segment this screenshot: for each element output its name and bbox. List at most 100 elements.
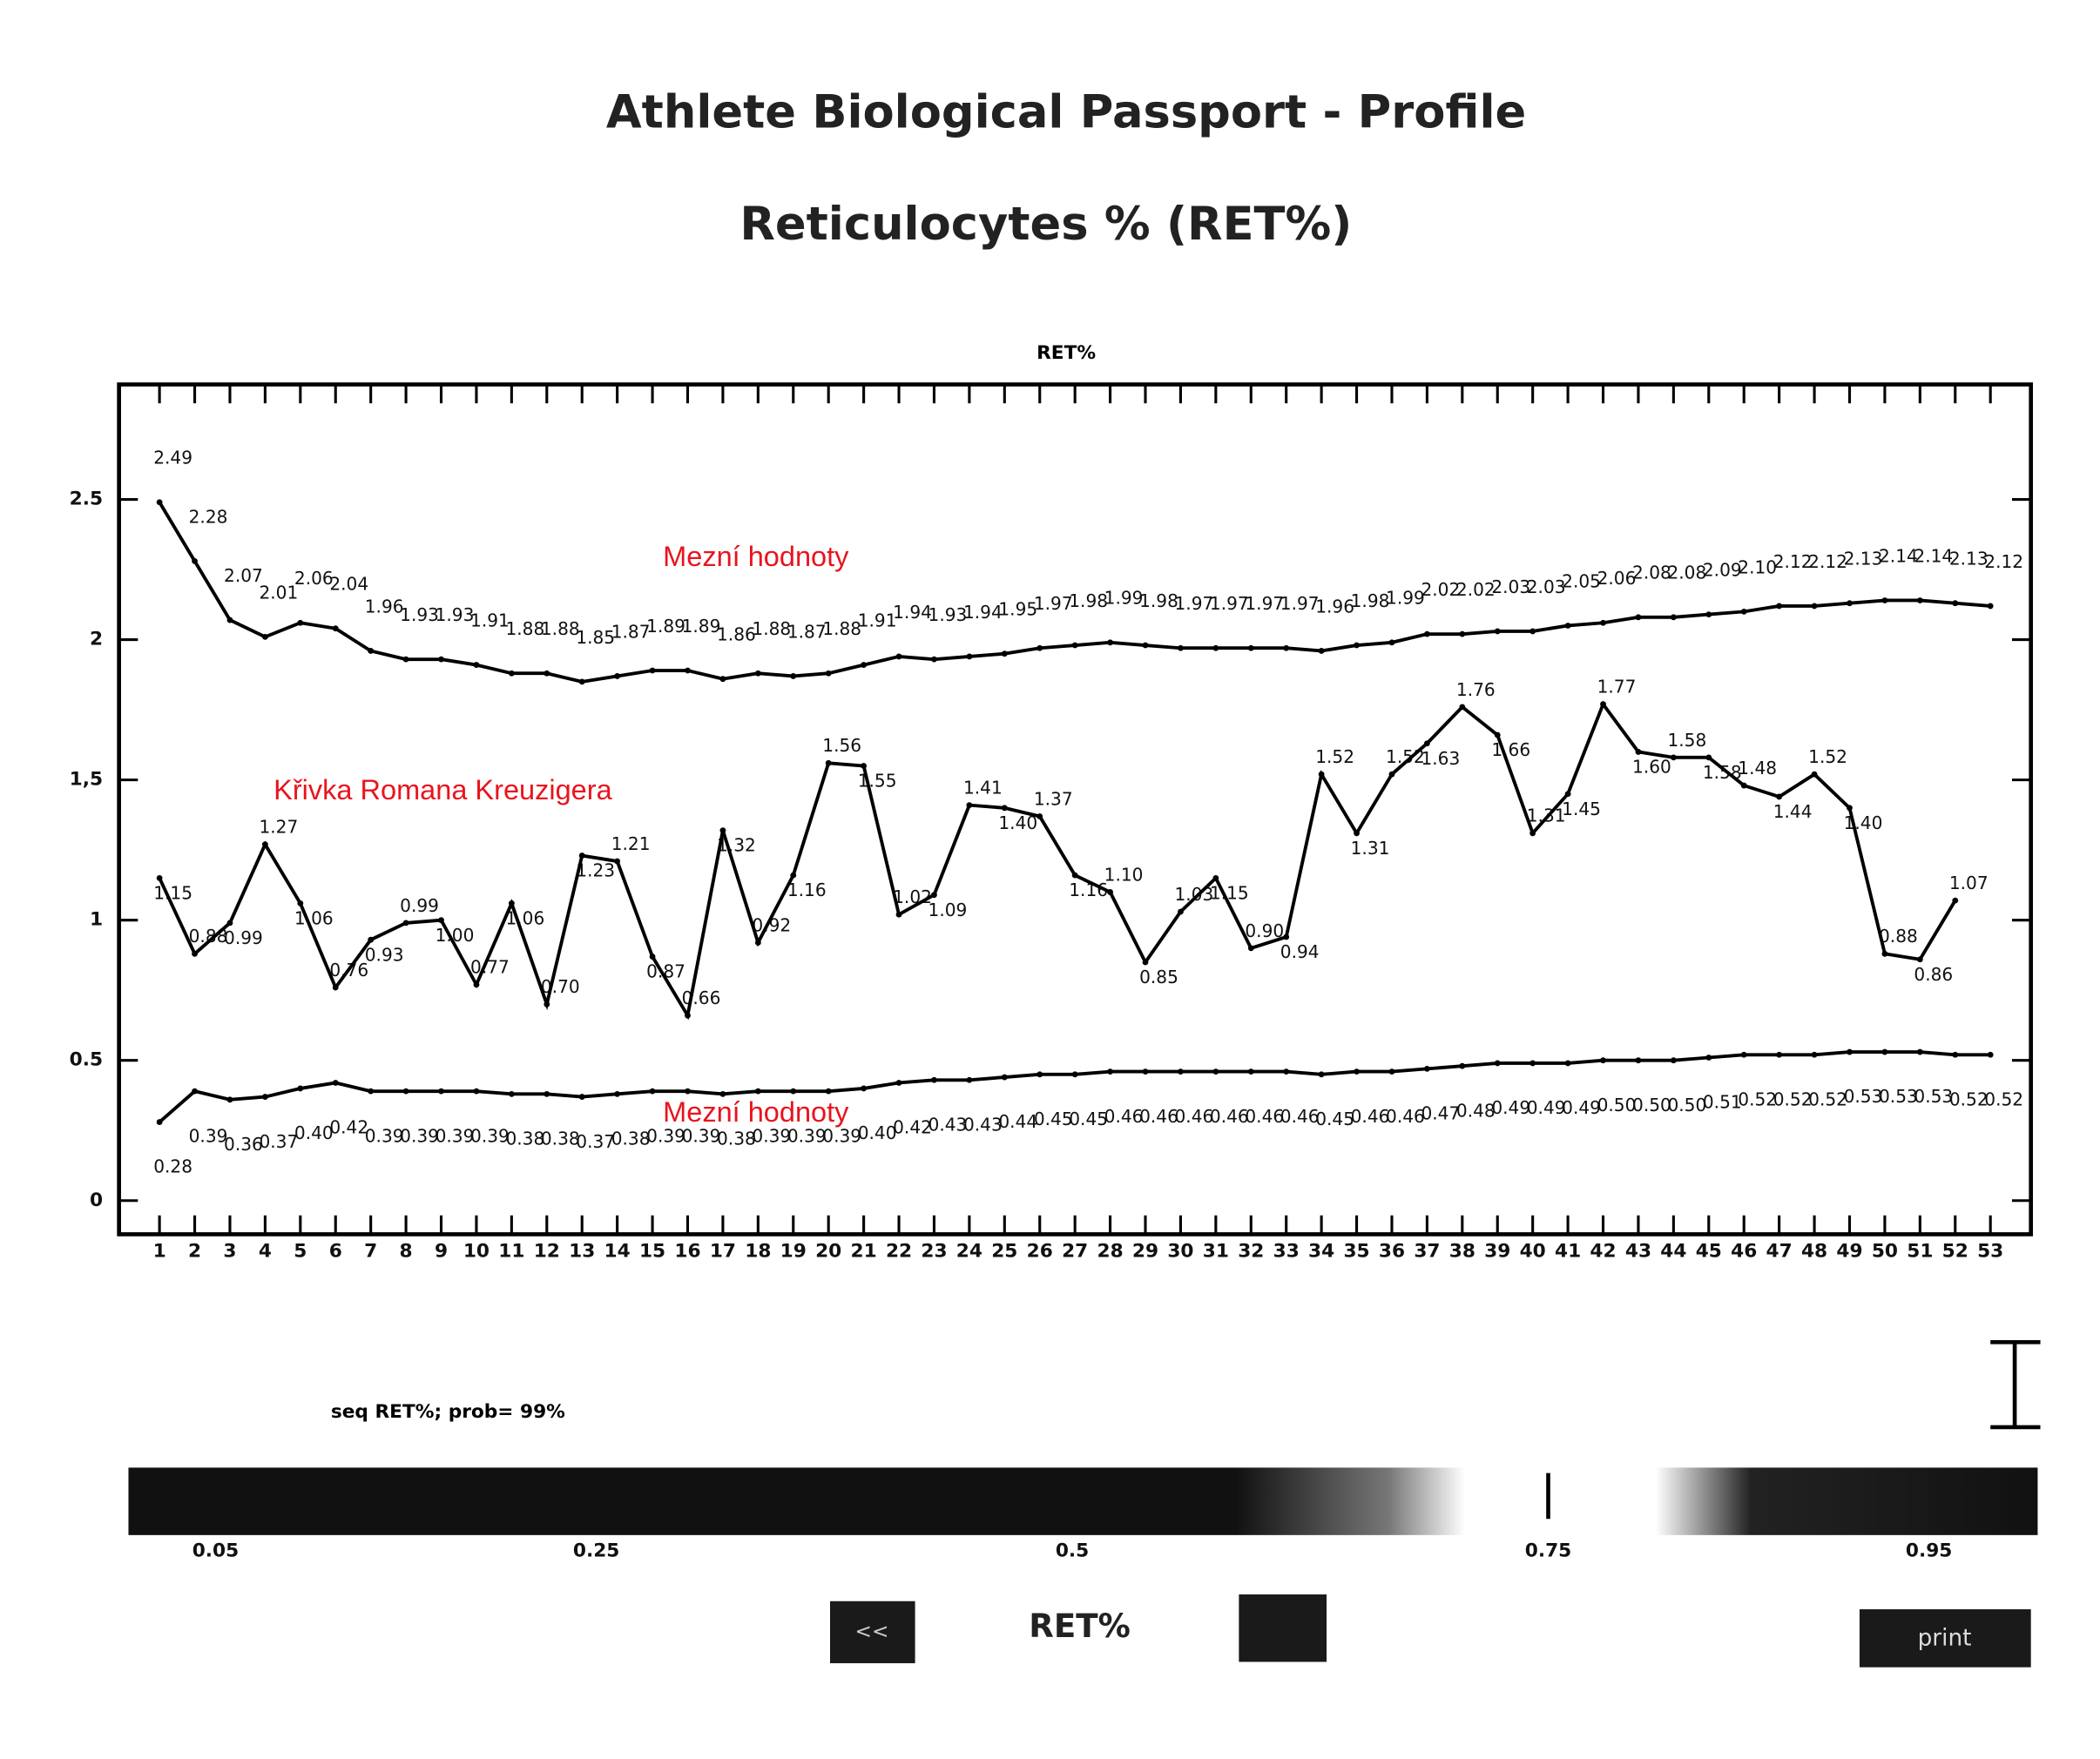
- data-label: 1.97: [1175, 593, 1214, 614]
- data-label: 1.52: [1315, 746, 1354, 767]
- data-label: 0.48: [1456, 1100, 1496, 1121]
- data-label: 1.96: [365, 596, 404, 617]
- x-tick-label: 50: [1872, 1241, 1898, 1263]
- x-tick-label: 33: [1273, 1241, 1300, 1263]
- series-line: [158, 700, 1957, 1021]
- data-label: 0.46: [1245, 1106, 1284, 1127]
- data-label: 1.89: [682, 616, 721, 637]
- x-tick-label: 12: [534, 1241, 560, 1263]
- y-tick-label: 0.5: [70, 1049, 103, 1071]
- parameter-label: RET%: [1029, 1607, 1131, 1645]
- probability-tick-label: 0.95: [1906, 1540, 1952, 1561]
- x-tick-label: 38: [1449, 1241, 1475, 1263]
- probability-tick-label: 0.05: [192, 1540, 239, 1561]
- data-label: 0.38: [505, 1129, 544, 1149]
- data-label: 0.39: [646, 1125, 685, 1146]
- data-label: 0.66: [682, 987, 721, 1008]
- cursor: [1990, 1340, 2041, 1430]
- data-label: 0.52: [1738, 1088, 1777, 1109]
- data-label: 1.40: [998, 812, 1037, 833]
- data-label: 2.14: [1914, 545, 1953, 566]
- print-button[interactable]: [1859, 1609, 2031, 1668]
- y-tick-label: 2.5: [70, 489, 103, 510]
- data-label: 0.49: [1527, 1097, 1566, 1118]
- chart-title: RET%: [1036, 342, 1096, 364]
- back-button-label[interactable]: <<: [855, 1620, 889, 1643]
- x-tick-label: 36: [1379, 1241, 1405, 1263]
- x-tick-label: 14: [604, 1241, 631, 1263]
- x-tick-label: 1: [153, 1241, 166, 1263]
- data-label: 0.45: [1069, 1109, 1108, 1129]
- data-label: 2.49: [153, 448, 192, 468]
- data-label: 0.46: [1210, 1106, 1249, 1127]
- data-label: 2.06: [294, 568, 334, 589]
- data-label: 1.88: [541, 618, 580, 639]
- data-label: 1.76: [1456, 679, 1496, 700]
- data-label: 0.93: [365, 944, 404, 965]
- data-label: 1.15: [153, 882, 192, 903]
- x-tick-label: 29: [1132, 1241, 1158, 1263]
- series-line: [158, 1050, 1991, 1124]
- x-tick-label: 18: [745, 1241, 771, 1263]
- data-label: 0.53: [1914, 1086, 1953, 1107]
- data-label: 0.42: [329, 1117, 368, 1138]
- data-label: 1.23: [576, 860, 615, 881]
- x-tick-label: 15: [639, 1241, 665, 1263]
- print-button-label[interactable]: print: [1918, 1626, 1972, 1652]
- data-label: 1.07: [1949, 873, 1989, 893]
- data-label: 1.02: [893, 886, 932, 907]
- data-label: 2.03: [1527, 576, 1566, 597]
- data-label: 2.10: [1738, 556, 1777, 577]
- data-label: 0.90: [1245, 920, 1284, 941]
- data-label: 1.99: [1104, 588, 1144, 609]
- x-tick-label: 40: [1520, 1241, 1546, 1263]
- data-label: 1.85: [576, 627, 615, 648]
- data-label: 1.86: [717, 624, 756, 645]
- data-label: 1.37: [1034, 788, 1073, 809]
- x-tick-label: 42: [1590, 1241, 1616, 1263]
- data-label: 0.52: [1808, 1088, 1847, 1109]
- x-tick-label: 10: [463, 1241, 490, 1263]
- data-label: 1.60: [1632, 757, 1671, 778]
- data-label: 1.97: [1210, 593, 1249, 614]
- x-tick-label: 20: [815, 1241, 841, 1263]
- data-label: 0.46: [1386, 1106, 1425, 1127]
- probability-tick-label: 0.25: [573, 1540, 619, 1561]
- probability-bar: [128, 1467, 2038, 1535]
- data-label: 0.36: [224, 1134, 263, 1155]
- data-label: 0.52: [1984, 1088, 2023, 1109]
- data-label: 2.03: [1491, 576, 1530, 597]
- x-tick-label: 28: [1097, 1241, 1123, 1263]
- x-tick-label: 8: [400, 1241, 413, 1263]
- x-tick-label: 45: [1696, 1241, 1722, 1263]
- data-label: 1.10: [1104, 864, 1144, 885]
- x-tick-label: 43: [1625, 1241, 1651, 1263]
- data-label: 0.39: [470, 1125, 510, 1146]
- x-tick-label: 41: [1555, 1241, 1581, 1263]
- data-label: 0.39: [189, 1125, 228, 1146]
- data-label: 1.96: [1315, 596, 1354, 617]
- data-label: 2.13: [1949, 549, 1989, 569]
- data-label: 1.44: [1773, 801, 1813, 822]
- data-label: 1.95: [998, 599, 1037, 620]
- data-label: 0.47: [1421, 1103, 1460, 1124]
- data-label: 0.43: [963, 1114, 1003, 1135]
- x-tick-label: 37: [1414, 1241, 1440, 1263]
- data-label: 0.44: [998, 1111, 1037, 1132]
- x-tick-label: 22: [886, 1241, 912, 1263]
- x-tick-label: 3: [223, 1241, 236, 1263]
- data-label: 0.50: [1667, 1095, 1706, 1115]
- data-label: 0.53: [1879, 1086, 1918, 1107]
- data-label: 2.07: [224, 565, 263, 586]
- forward-button[interactable]: [1239, 1594, 1327, 1662]
- data-label: 0.86: [1914, 964, 1953, 985]
- data-label: 2.06: [1597, 568, 1637, 589]
- back-button[interactable]: [830, 1601, 915, 1664]
- data-label: 0.46: [1104, 1106, 1144, 1127]
- data-label: 0.39: [436, 1125, 475, 1146]
- data-label: 1.93: [928, 604, 968, 625]
- x-tick-label: 23: [921, 1241, 947, 1263]
- data-label: 1.06: [294, 907, 334, 928]
- probability-tick-label: 0.75: [1525, 1540, 1571, 1561]
